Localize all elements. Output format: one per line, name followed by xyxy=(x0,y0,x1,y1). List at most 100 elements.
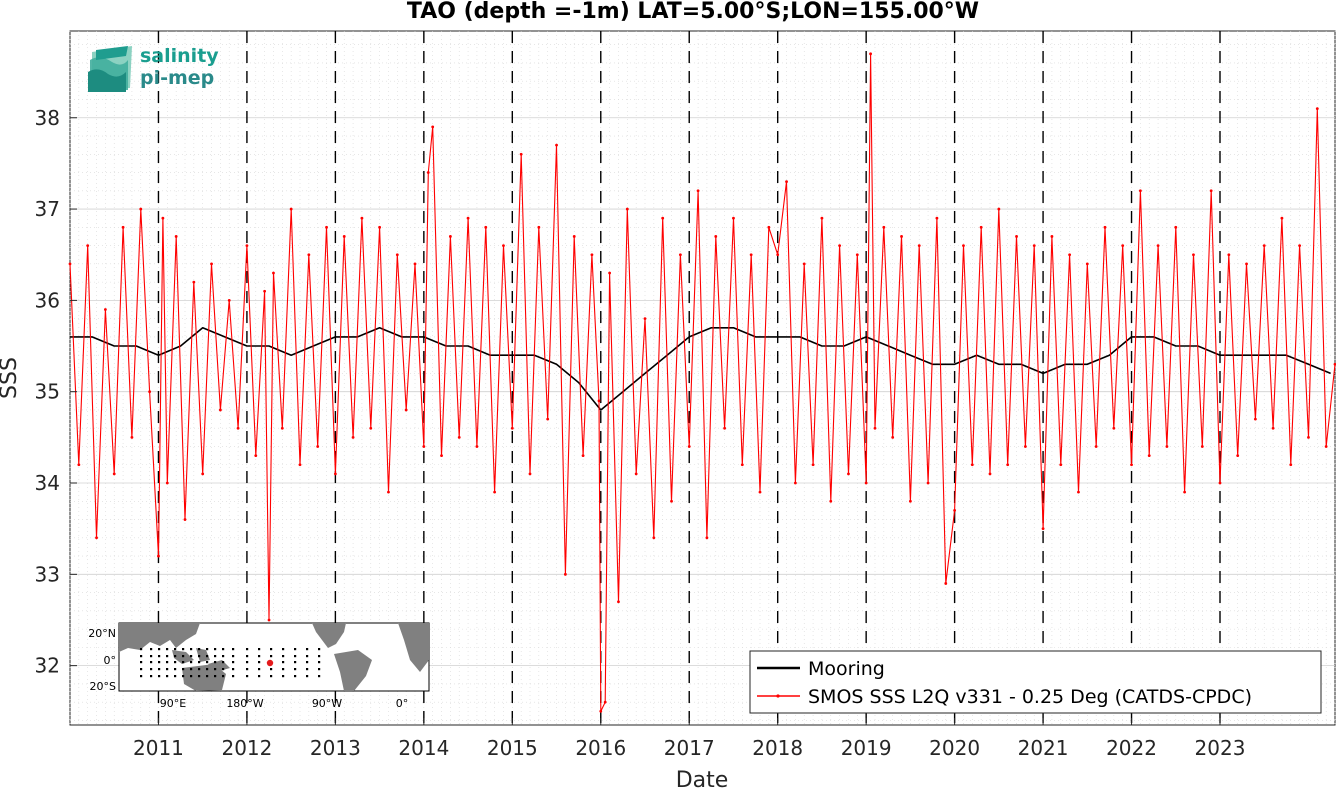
smos-point xyxy=(192,280,196,284)
smos-point xyxy=(1156,244,1160,247)
x-tick-label-2017: 2017 xyxy=(664,736,715,760)
smos-point xyxy=(546,417,550,421)
inset-station-dot xyxy=(206,648,209,651)
series-line-mooring xyxy=(70,326,1331,411)
smos-point xyxy=(723,426,727,430)
smos-point xyxy=(670,499,673,503)
smos-point xyxy=(1094,445,1098,448)
smos-point xyxy=(272,271,275,275)
inset-station-dot xyxy=(174,655,177,658)
inset-station-dot xyxy=(174,675,177,678)
inset-station-dot xyxy=(282,668,285,671)
inset-station-dot xyxy=(258,655,261,658)
logo-line1: salinity xyxy=(140,45,219,67)
smos-point xyxy=(652,536,656,540)
smos-point xyxy=(378,225,382,229)
inset-station-dot xyxy=(246,648,249,651)
smos-point xyxy=(537,225,541,229)
inset-station-dot xyxy=(232,661,235,664)
smos-point xyxy=(608,271,612,275)
legend-marker-smos xyxy=(776,694,780,698)
smos-point xyxy=(298,463,302,467)
inset-station-dot xyxy=(150,655,153,658)
inset-station-dot xyxy=(258,648,261,651)
smos-point xyxy=(785,180,788,184)
inset-station-dot xyxy=(150,661,153,664)
smos-point xyxy=(325,225,328,229)
legend-label-mooring: Mooring xyxy=(808,658,885,680)
smos-point xyxy=(161,216,165,220)
smos-point xyxy=(829,499,833,503)
smos-point xyxy=(776,253,780,257)
logo-line2: pi-mep xyxy=(140,67,214,89)
wave-logo-icon xyxy=(88,46,132,92)
smos-point xyxy=(811,463,815,467)
inset-station-dot xyxy=(258,668,261,671)
y-tick-label-32: 32 xyxy=(35,654,60,678)
smos-point xyxy=(475,445,479,448)
smos-point xyxy=(572,235,576,238)
smos-point xyxy=(157,554,160,558)
inset-station-dot xyxy=(246,675,249,678)
smos-point xyxy=(369,426,373,430)
smos-point xyxy=(820,216,824,220)
smos-point xyxy=(289,207,293,211)
inset-station-dot xyxy=(174,668,177,671)
smos-point xyxy=(1289,463,1293,467)
inset-station-dot xyxy=(306,648,309,651)
smos-point xyxy=(979,225,983,229)
smos-point xyxy=(1077,490,1080,494)
smos-point xyxy=(263,289,267,293)
smos-point xyxy=(732,216,735,220)
smos-point xyxy=(103,308,107,311)
salinity-pi-mep-logo: salinity pi-mep xyxy=(88,45,219,92)
inset-station-dot xyxy=(140,661,143,664)
smos-point xyxy=(1121,244,1125,247)
smos-point xyxy=(1138,189,1142,193)
inset-station-dot xyxy=(166,675,169,678)
inset-station-dot xyxy=(158,655,161,658)
year-divider-layer xyxy=(157,31,1221,725)
smos-point xyxy=(493,490,497,494)
smos-point xyxy=(502,244,505,247)
smos-point xyxy=(864,481,868,485)
inset-station-dot xyxy=(206,655,209,658)
inset-station-dot xyxy=(158,648,161,651)
inset-lat-label-20s: 20°S xyxy=(90,680,116,693)
x-tick-label-2018: 2018 xyxy=(752,736,803,760)
inset-station-dot xyxy=(282,661,285,664)
inset-station-dot xyxy=(318,655,321,658)
inset-station-dot xyxy=(270,648,273,651)
x-tick-label-2019: 2019 xyxy=(841,736,892,760)
inset-station-dot xyxy=(158,675,161,678)
smos-point xyxy=(519,152,523,156)
inset-station-dot xyxy=(214,661,217,664)
smos-point xyxy=(617,600,620,604)
smos-point xyxy=(891,435,895,439)
smos-point xyxy=(422,445,426,448)
smos-point xyxy=(1227,253,1231,257)
smos-point xyxy=(528,472,532,476)
smos-point xyxy=(1315,107,1319,111)
x-tick-label-2021: 2021 xyxy=(1018,736,1069,760)
smos-point xyxy=(838,244,842,247)
inset-station-dot xyxy=(198,648,201,651)
inset-station-dot xyxy=(206,675,209,678)
smos-point xyxy=(953,509,957,512)
x-tick-label-2011: 2011 xyxy=(133,736,184,760)
inset-station-dot xyxy=(222,661,225,664)
inset-station-dot xyxy=(214,675,217,678)
smos-point xyxy=(218,408,222,412)
smos-point xyxy=(316,445,320,448)
smos-point xyxy=(112,472,116,476)
smos-point xyxy=(1280,216,1284,220)
smos-point xyxy=(245,244,249,247)
smos-point xyxy=(1174,225,1178,229)
inset-station-dot xyxy=(246,661,249,664)
smos-point xyxy=(581,454,585,458)
smos-point xyxy=(661,216,665,220)
smos-point xyxy=(307,253,311,257)
smos-point xyxy=(254,454,258,458)
smos-point xyxy=(1059,463,1063,467)
inset-station-dot xyxy=(270,668,273,671)
